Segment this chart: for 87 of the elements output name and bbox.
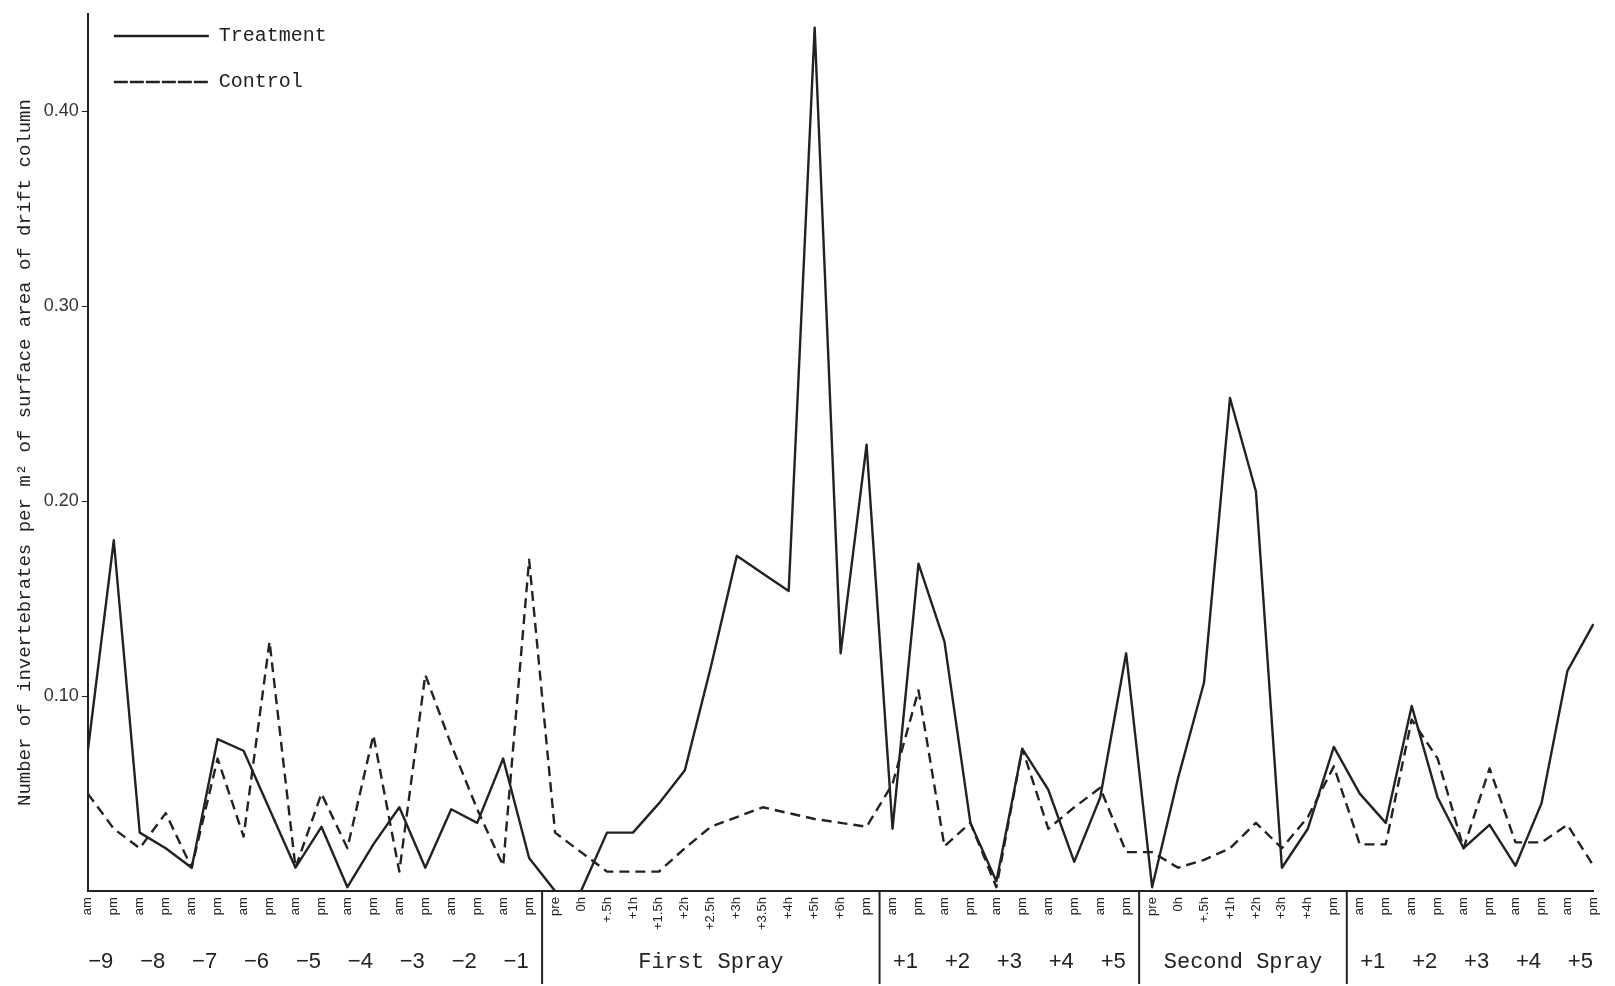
- x-tick-label: pre: [1143, 897, 1159, 916]
- text: +5: [1567, 948, 1593, 974]
- text: −3: [399, 948, 425, 974]
- x-tick-label: pm: [313, 897, 329, 916]
- x-tick-label: am: [884, 897, 900, 916]
- text: +3: [1464, 948, 1490, 974]
- x-tick-label: +3.5h: [754, 897, 770, 931]
- legend-label: Treatment: [218, 24, 327, 48]
- legend-label: Control: [218, 70, 303, 94]
- x-tick-label: am: [131, 897, 147, 916]
- x-tick-label: pm: [364, 897, 380, 916]
- text: +5: [1100, 948, 1126, 974]
- x-tick-label: +5h: [806, 897, 822, 920]
- x-tick-label: am: [1091, 897, 1107, 916]
- text: +2: [944, 948, 970, 974]
- x-tick-label: pm: [1013, 897, 1029, 916]
- x-tick-label: pre: [546, 897, 562, 916]
- x-tick-label: pm: [157, 897, 173, 916]
- x-tick-label: am: [287, 897, 303, 916]
- text: −1: [503, 948, 529, 974]
- x-tick-label: +2.5h: [702, 897, 718, 931]
- text: −7: [192, 948, 218, 974]
- x-tick-label: pm: [858, 897, 874, 916]
- x-tick-label: +4h: [780, 897, 796, 920]
- text: +2: [1412, 948, 1438, 974]
- text: Second Spray: [1163, 949, 1323, 975]
- text: −6: [244, 948, 270, 974]
- text: +4: [1048, 948, 1074, 974]
- text: First Spray: [638, 949, 784, 975]
- x-tick-label: pm: [1377, 897, 1393, 916]
- y-tick-label: 0.30: [43, 295, 79, 316]
- x-tick-label: pm: [468, 897, 484, 916]
- y-tick-label: 0.40: [43, 100, 79, 121]
- x-tick-label: pm: [1065, 897, 1081, 916]
- x-tick-label: am: [183, 897, 199, 916]
- x-tick-label: am: [1455, 897, 1471, 916]
- x-tick-label: +.5h: [1195, 897, 1211, 923]
- x-tick-label: pm: [416, 897, 432, 916]
- x-tick-label: am: [390, 897, 406, 916]
- x-tick-label: +3h: [1273, 897, 1289, 920]
- text: −9: [88, 948, 114, 974]
- x-tick-label: +1.5h: [650, 897, 666, 931]
- x-tick-label: pm: [961, 897, 977, 916]
- x-tick-label: pm: [520, 897, 536, 916]
- text: +4: [1515, 948, 1542, 974]
- x-tick-label: +2h: [676, 897, 692, 920]
- x-tick-label: +6h: [832, 897, 848, 920]
- x-tick-label: 0h: [572, 897, 588, 912]
- x-tick-label: am: [1559, 897, 1575, 916]
- x-tick-label: pm: [1117, 897, 1133, 916]
- x-tick-label: pm: [1481, 897, 1497, 916]
- x-tick-label: pm: [261, 897, 277, 916]
- x-tick-label: am: [442, 897, 458, 916]
- x-tick-label: am: [235, 897, 251, 916]
- x-tick-label: am: [338, 897, 354, 916]
- x-tick-label: am: [1403, 897, 1419, 916]
- x-tick-label: pm: [1584, 897, 1600, 916]
- x-tick-label: am: [1507, 897, 1523, 916]
- y-tick-label: 0.20: [43, 490, 79, 511]
- x-tick-label: pm: [105, 897, 121, 916]
- text: +1: [1360, 948, 1386, 974]
- text: +3: [996, 948, 1022, 974]
- text: +1: [892, 948, 919, 974]
- text: −4: [347, 948, 373, 974]
- x-tick-label: +1h: [1221, 897, 1237, 920]
- x-tick-label: pm: [1325, 897, 1341, 916]
- x-tick-label: pm: [1429, 897, 1445, 916]
- x-tick-label: am: [1351, 897, 1367, 916]
- x-tick-label: +.5h: [598, 897, 614, 923]
- text: −8: [140, 948, 166, 974]
- x-tick-label: +2h: [1247, 897, 1263, 920]
- x-tick-label: +1h: [624, 897, 640, 920]
- x-tick-label: am: [79, 897, 95, 916]
- text: −5: [295, 948, 322, 974]
- y-tick-label: 0.10: [43, 685, 79, 706]
- x-tick-label: pm: [910, 897, 926, 916]
- y-axis-title: Number of invertebrates per m² of surface area of drift column: [14, 99, 37, 807]
- x-tick-label: pm: [1533, 897, 1549, 916]
- x-tick-label: pm: [209, 897, 225, 916]
- x-tick-label: +4h: [1299, 897, 1315, 920]
- x-tick-label: am: [987, 897, 1003, 916]
- text: −2: [451, 948, 477, 974]
- x-tick-label: am: [1039, 897, 1055, 916]
- x-tick-label: 0h: [1169, 897, 1185, 912]
- x-tick-label: am: [936, 897, 952, 916]
- x-tick-label: am: [494, 897, 510, 916]
- x-tick-label: +3h: [728, 897, 744, 920]
